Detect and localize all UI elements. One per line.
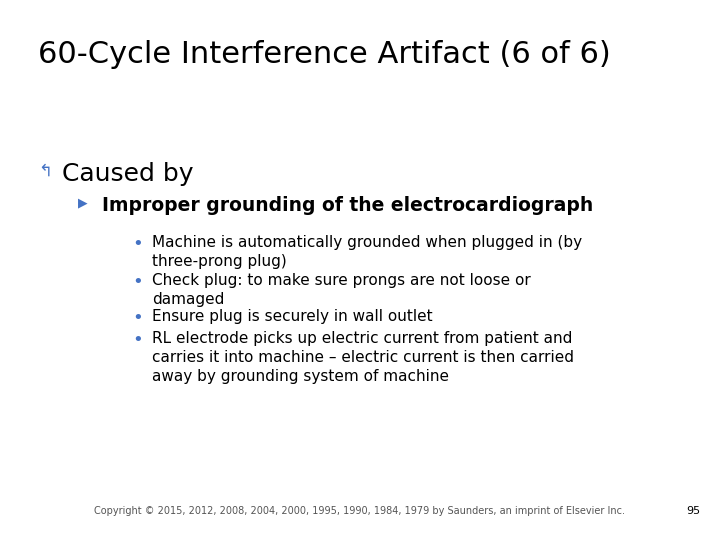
Text: Improper grounding of the electrocardiograph: Improper grounding of the electrocardiog… [102, 196, 593, 215]
Text: •: • [132, 331, 143, 349]
Text: •: • [132, 309, 143, 327]
Text: ▶: ▶ [78, 196, 88, 209]
Text: Check plug: to make sure prongs are not loose or
damaged: Check plug: to make sure prongs are not … [152, 273, 531, 307]
Text: RL electrode picks up electric current from patient and
carries it into machine : RL electrode picks up electric current f… [152, 331, 574, 384]
Text: 60-Cycle Interference Artifact (6 of 6): 60-Cycle Interference Artifact (6 of 6) [38, 40, 611, 69]
Text: •: • [132, 235, 143, 253]
Text: •: • [132, 273, 143, 291]
Text: Copyright © 2015, 2012, 2008, 2004, 2000, 1995, 1990, 1984, 1979 by Saunders, an: Copyright © 2015, 2012, 2008, 2004, 2000… [94, 506, 626, 516]
Text: Caused by: Caused by [62, 162, 194, 186]
Text: Ensure plug is securely in wall outlet: Ensure plug is securely in wall outlet [152, 309, 433, 324]
Text: 95: 95 [686, 506, 700, 516]
Text: ↰: ↰ [38, 162, 52, 180]
Text: Machine is automatically grounded when plugged in (by
three-prong plug): Machine is automatically grounded when p… [152, 235, 582, 269]
